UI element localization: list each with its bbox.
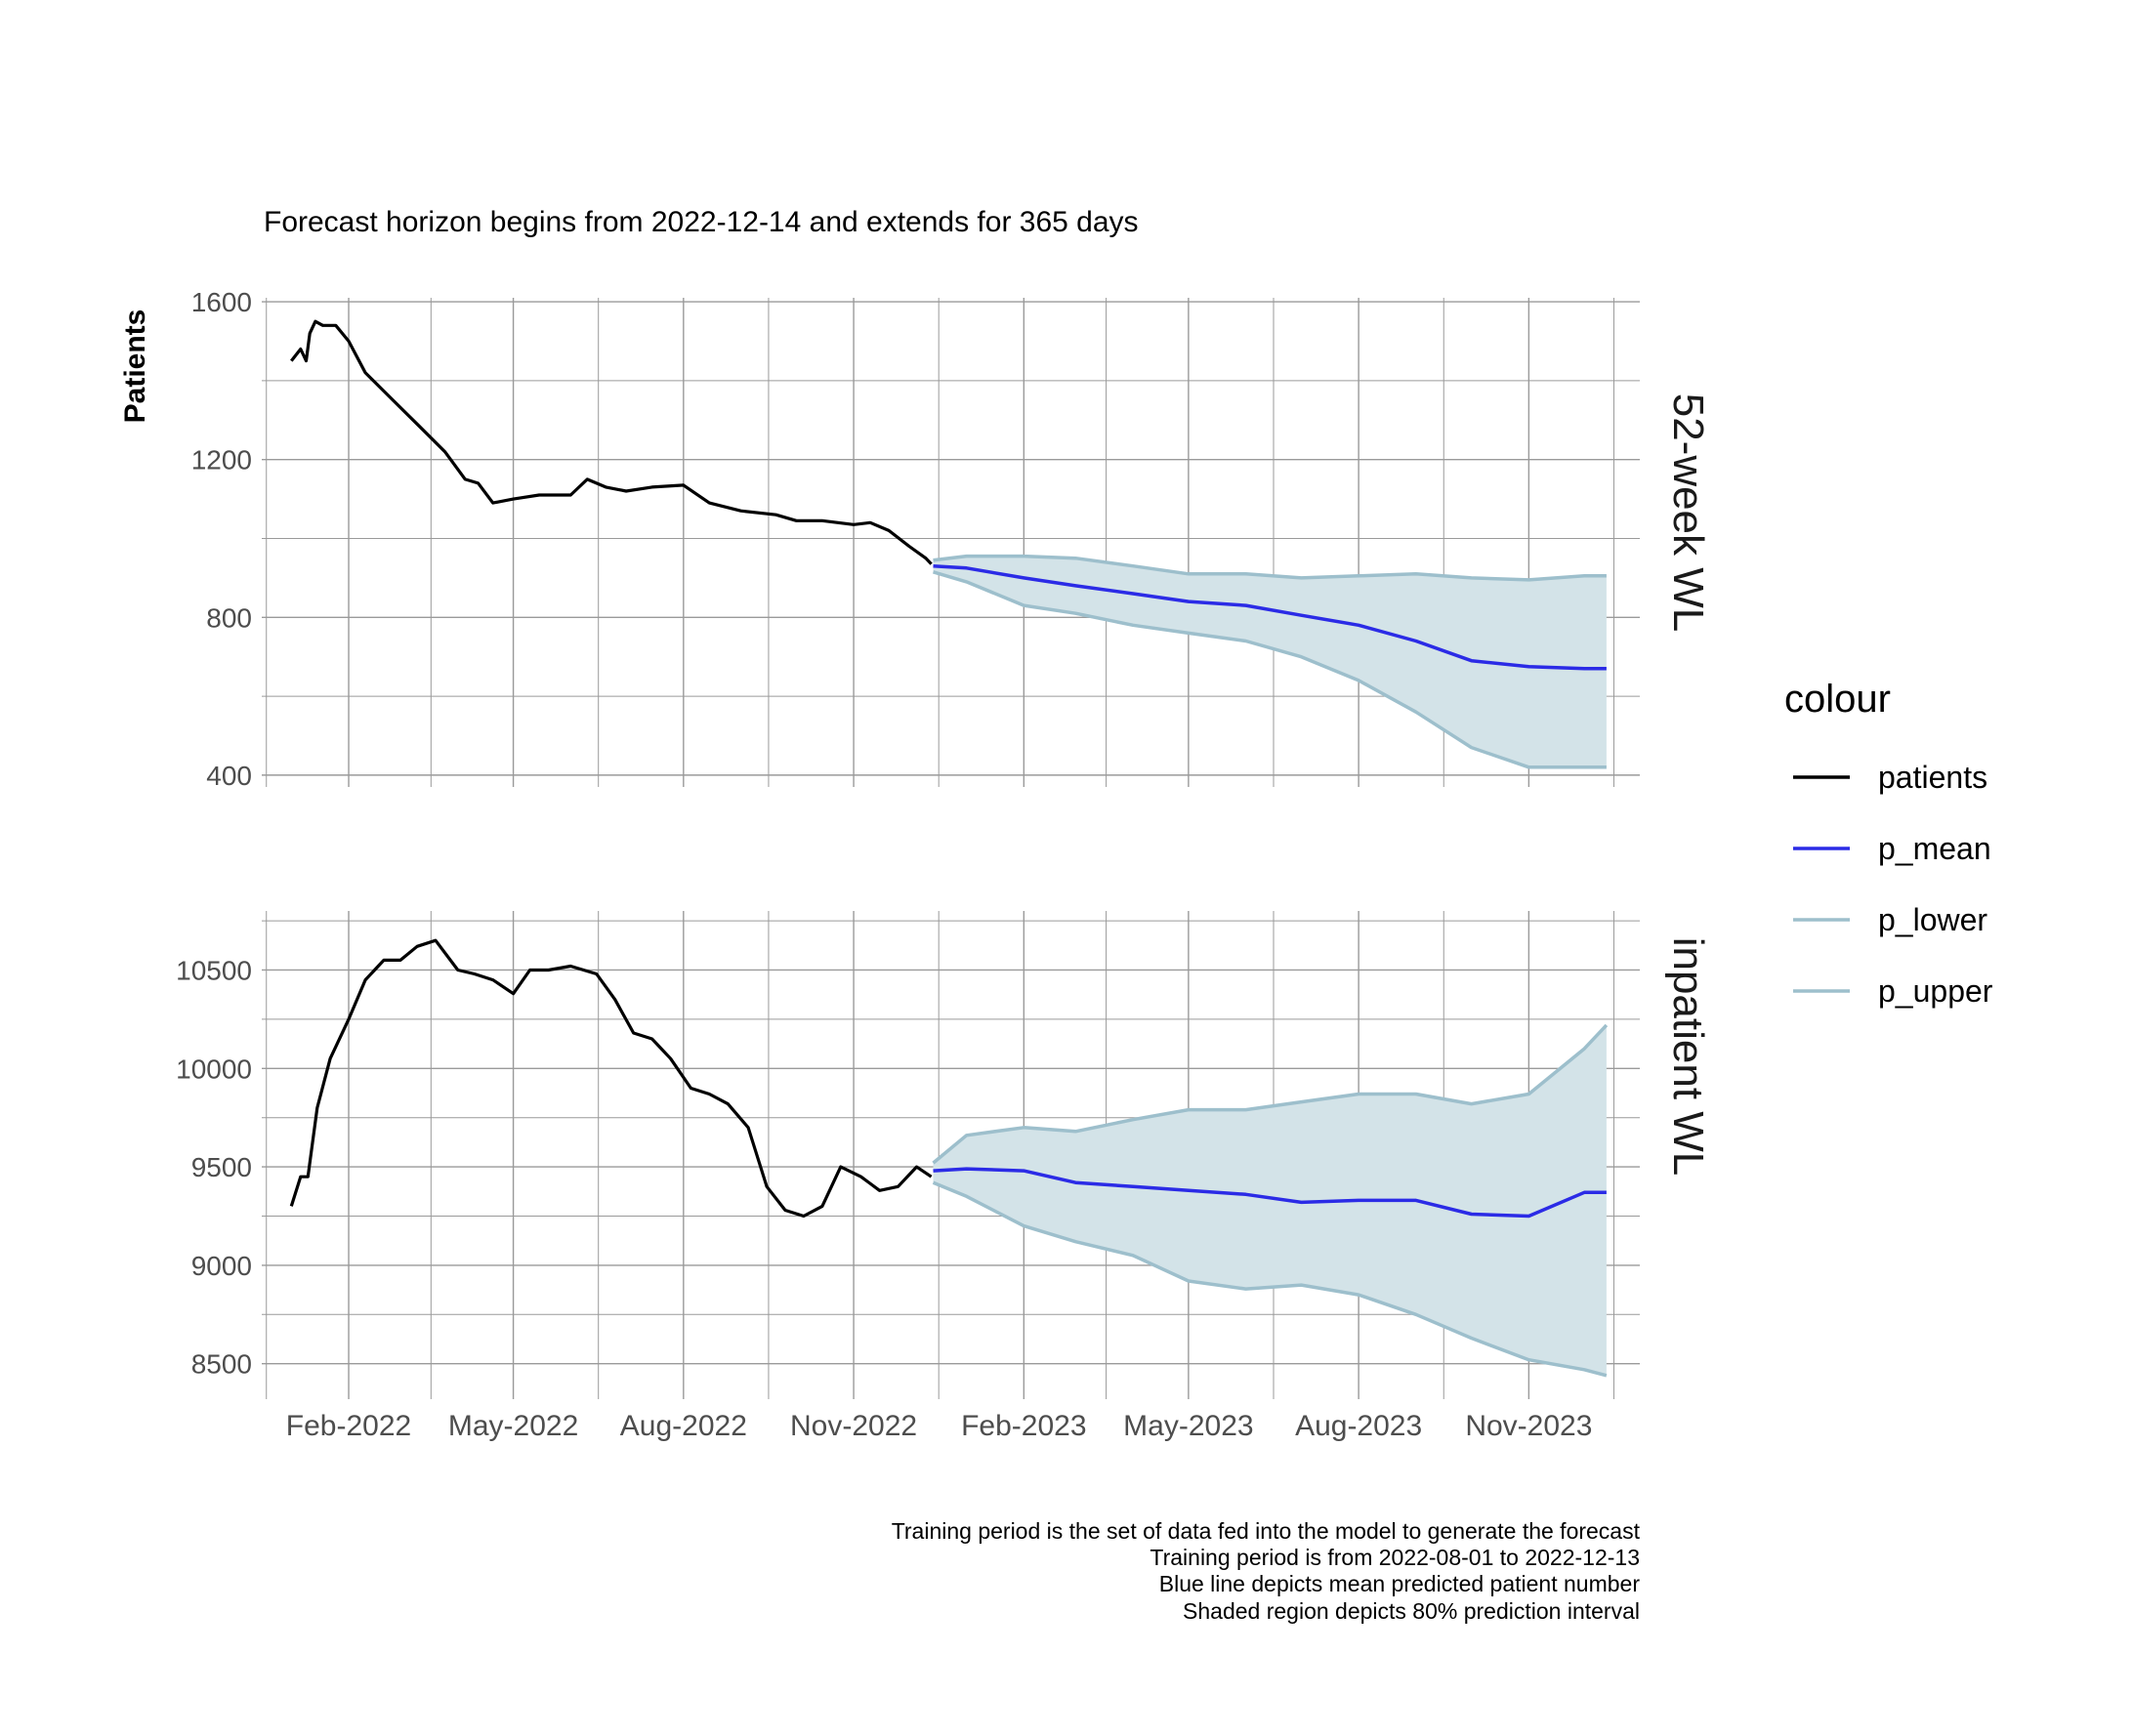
panel-1-prediction-band — [933, 1024, 1607, 1376]
y-tick-label: 1200 — [191, 445, 252, 475]
panel-strip-label: 52-week WL — [1664, 393, 1712, 633]
series-line-p_mean — [933, 1167, 1607, 1219]
panel-0-prediction-band — [933, 556, 1607, 767]
caption: Training period is the set of data fed i… — [892, 1518, 1641, 1624]
series-line-p_lower — [933, 570, 1607, 769]
y-tick-label: 10500 — [176, 955, 252, 985]
legend: colour patients p_mean p_lower p_upper — [1784, 678, 1993, 1009]
panel-0-y-tick-labels: 400 800 1200 1600 — [191, 287, 252, 791]
y-tick-label: 400 — [206, 761, 252, 791]
x-tick-label: Nov-2023 — [1465, 1410, 1592, 1442]
prediction-interval-band — [933, 556, 1607, 767]
legend-label-p_lower: p_lower — [1878, 902, 1987, 937]
x-tick-label: Nov-2022 — [790, 1410, 917, 1442]
panel-1-grid — [262, 911, 1640, 1399]
panel-0-series — [290, 319, 1607, 769]
series-line-p_lower — [932, 1180, 1608, 1378]
x-tick-label: Aug-2023 — [1295, 1410, 1422, 1442]
y-axis-label: Patients — [119, 310, 151, 424]
series-line-p_upper — [933, 554, 1607, 582]
x-tick-label: May-2023 — [1123, 1410, 1253, 1442]
legend-label-p_upper: p_upper — [1878, 973, 1993, 1009]
caption-line-3: Blue line depicts mean predicted patient… — [1159, 1571, 1641, 1596]
legend-label-p_mean: p_mean — [1878, 831, 1991, 866]
caption-line-1: Training period is the set of data fed i… — [892, 1518, 1641, 1544]
y-tick-label: 9000 — [191, 1251, 252, 1281]
series-line-patients — [290, 319, 933, 565]
caption-line-4: Shaded region depicts 80% prediction int… — [1183, 1598, 1640, 1624]
legend-label-patients: patients — [1878, 760, 1987, 795]
panel-1-y-tick-labels: 8500 9000 9500 10000 10500 — [176, 955, 252, 1379]
x-axis: Feb-2022 May-2022 Aug-2022 Nov-2022 Feb-2023… — [286, 1410, 1593, 1442]
y-tick-label: 10000 — [176, 1054, 252, 1084]
y-tick-label: 800 — [206, 602, 252, 633]
y-tick-label: 9500 — [191, 1152, 252, 1182]
panel-strip-label: inpatient WL — [1664, 937, 1712, 1177]
chart-subtitle: Forecast horizon begins from 2022-12-14 … — [264, 206, 1139, 238]
prediction-interval-band — [933, 1024, 1607, 1376]
panel-inpatient-wl: 8500 9000 9500 10000 10500 inpatient WL — [176, 911, 1712, 1399]
legend-entries: patients p_mean p_lower p_upper — [1793, 760, 1993, 1009]
panel-52-week-wl: 400 800 1200 1600 52-week WL — [191, 287, 1712, 791]
y-tick-label: 1600 — [191, 287, 252, 317]
series-line-patients — [289, 938, 933, 1219]
y-tick-label: 8500 — [191, 1349, 252, 1380]
x-tick-label: May-2022 — [448, 1410, 578, 1442]
series-line-p_mean — [933, 563, 1607, 671]
x-tick-label: Aug-2022 — [620, 1410, 747, 1442]
legend-title: colour — [1784, 678, 1891, 721]
x-tick-label: Feb-2022 — [286, 1410, 411, 1442]
series-line-p_upper — [932, 1023, 1609, 1165]
panel-1-series — [289, 938, 1609, 1378]
caption-line-2: Training period is from 2022-08-01 to 20… — [1150, 1545, 1640, 1570]
x-tick-label: Feb-2023 — [961, 1410, 1086, 1442]
